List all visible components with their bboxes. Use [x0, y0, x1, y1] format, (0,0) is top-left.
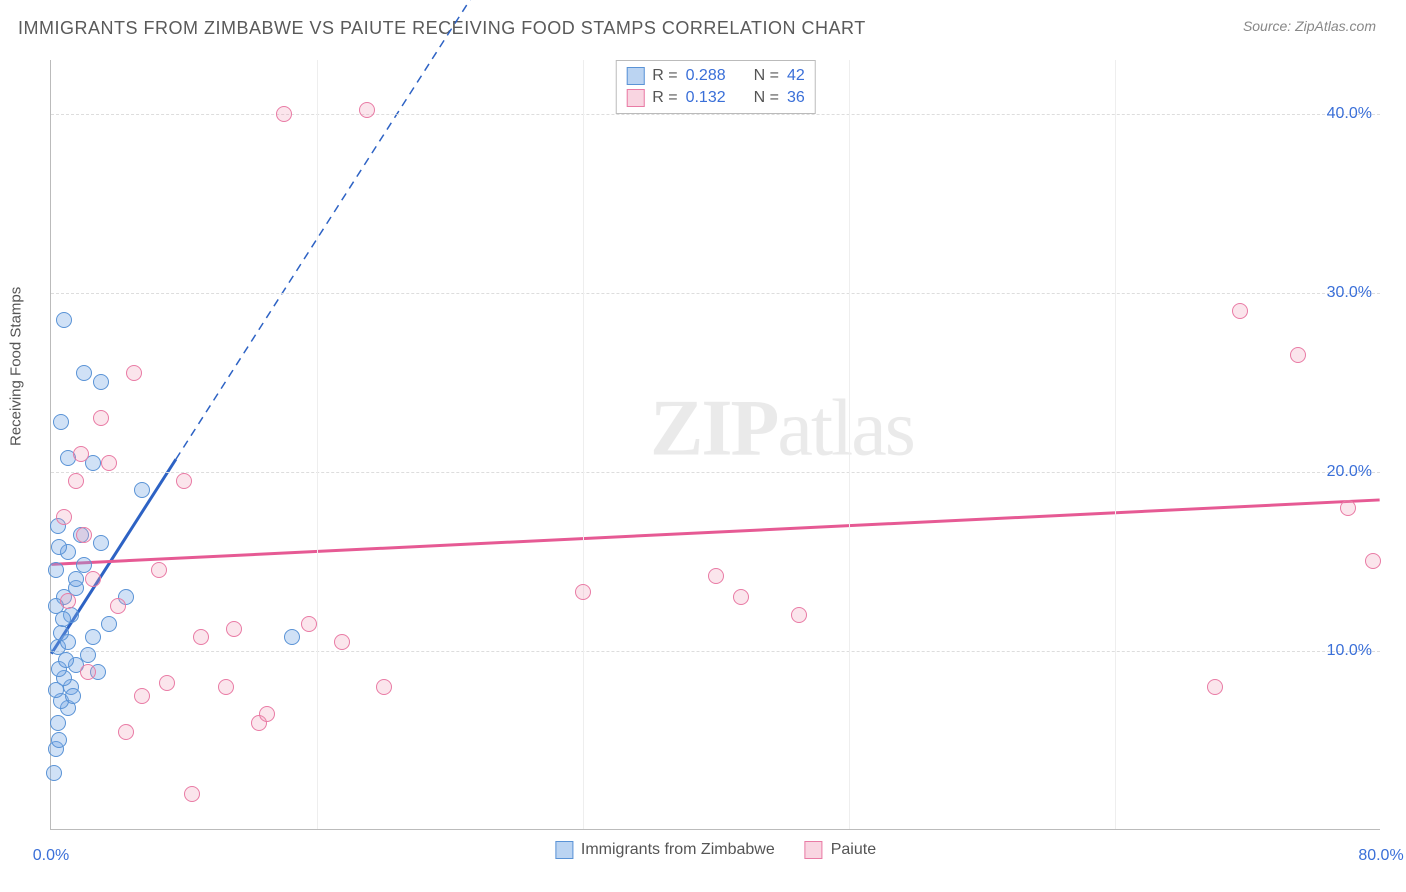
gridline-horizontal	[51, 293, 1380, 294]
stats-legend: R = 0.288 N = 42 R = 0.132 N = 36	[615, 60, 816, 114]
data-point	[151, 562, 167, 578]
data-point	[46, 765, 62, 781]
data-point	[53, 414, 69, 430]
y-tick-label: 40.0%	[1327, 105, 1372, 123]
data-point	[93, 410, 109, 426]
gridline-vertical	[583, 60, 584, 829]
series-legend: Immigrants from Zimbabwe Paiute	[555, 841, 876, 859]
legend-item: Immigrants from Zimbabwe	[555, 841, 775, 859]
data-point	[301, 616, 317, 632]
data-point	[575, 584, 591, 600]
data-point	[68, 473, 84, 489]
legend-series-name: Immigrants from Zimbabwe	[581, 841, 775, 859]
trend-line-solid	[51, 500, 1379, 564]
y-tick-label: 30.0%	[1327, 284, 1372, 302]
gridline-horizontal	[51, 472, 1380, 473]
data-point	[53, 625, 69, 641]
legend-swatch	[626, 67, 644, 85]
data-point	[101, 455, 117, 471]
stat-r-label: R =	[652, 89, 677, 107]
data-point	[193, 629, 209, 645]
stat-n-value: 42	[787, 67, 805, 85]
data-point	[1340, 500, 1356, 516]
stat-r-label: R =	[652, 67, 677, 85]
stats-legend-row: R = 0.288 N = 42	[626, 65, 805, 87]
data-point	[76, 365, 92, 381]
gridline-horizontal	[51, 114, 1380, 115]
trend-lines-layer	[51, 60, 1380, 829]
data-point	[51, 539, 67, 555]
data-point	[1365, 553, 1381, 569]
data-point	[48, 562, 64, 578]
data-point	[101, 616, 117, 632]
data-point	[110, 598, 126, 614]
legend-swatch	[555, 841, 573, 859]
data-point	[791, 607, 807, 623]
gridline-vertical	[317, 60, 318, 829]
legend-item: Paiute	[805, 841, 876, 859]
data-point	[184, 786, 200, 802]
data-point	[226, 621, 242, 637]
stats-legend-row: R = 0.132 N = 36	[626, 87, 805, 109]
data-point	[85, 571, 101, 587]
data-point	[1207, 679, 1223, 695]
data-point	[359, 102, 375, 118]
data-point	[334, 634, 350, 650]
data-point	[68, 571, 84, 587]
data-point	[80, 664, 96, 680]
data-point	[259, 706, 275, 722]
data-point	[85, 629, 101, 645]
data-point	[218, 679, 234, 695]
data-point	[60, 593, 76, 609]
gridline-vertical	[1115, 60, 1116, 829]
legend-swatch	[805, 841, 823, 859]
data-point	[134, 482, 150, 498]
stat-r-value: 0.288	[686, 67, 726, 85]
stat-r-value: 0.132	[686, 89, 726, 107]
legend-series-name: Paiute	[831, 841, 876, 859]
data-point	[376, 679, 392, 695]
data-point	[708, 568, 724, 584]
data-point	[93, 374, 109, 390]
y-tick-label: 20.0%	[1327, 463, 1372, 481]
x-tick-label: 80.0%	[1358, 847, 1403, 865]
legend-swatch	[626, 89, 644, 107]
data-point	[76, 527, 92, 543]
source-attribution: Source: ZipAtlas.com	[1243, 18, 1376, 34]
y-axis-label: Receiving Food Stamps	[8, 287, 25, 446]
stat-n-label: N =	[754, 89, 779, 107]
stat-n-label: N =	[754, 67, 779, 85]
data-point	[176, 473, 192, 489]
data-point	[134, 688, 150, 704]
data-point	[1232, 303, 1248, 319]
data-point	[733, 589, 749, 605]
data-point	[55, 611, 71, 627]
data-point	[56, 312, 72, 328]
data-point	[126, 365, 142, 381]
stat-n-value: 36	[787, 89, 805, 107]
data-point	[159, 675, 175, 691]
gridline-horizontal	[51, 651, 1380, 652]
data-point	[284, 629, 300, 645]
x-tick-label: 0.0%	[33, 847, 69, 865]
data-point	[51, 732, 67, 748]
data-point	[73, 446, 89, 462]
data-point	[58, 652, 74, 668]
data-point	[276, 106, 292, 122]
y-tick-label: 10.0%	[1327, 642, 1372, 660]
data-point	[80, 647, 96, 663]
chart-title: IMMIGRANTS FROM ZIMBABWE VS PAIUTE RECEI…	[18, 18, 866, 39]
data-point	[56, 509, 72, 525]
scatter-chart: R =0.288N =42R =0.132N =36 ZIPatlas Immi…	[50, 60, 1380, 830]
data-point	[1290, 347, 1306, 363]
data-point	[65, 688, 81, 704]
data-point	[93, 535, 109, 551]
gridline-vertical	[849, 60, 850, 829]
data-point	[50, 715, 66, 731]
data-point	[118, 724, 134, 740]
